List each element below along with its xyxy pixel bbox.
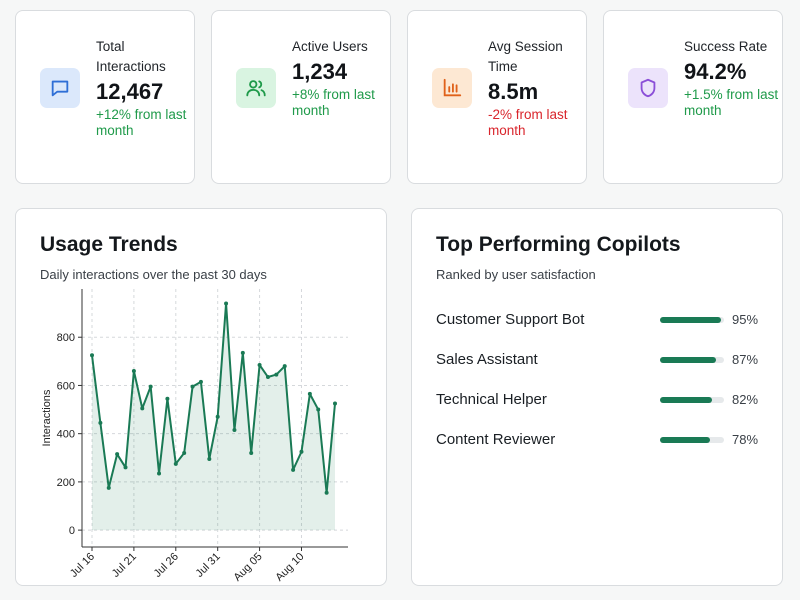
usage-area — [92, 303, 335, 531]
stat-change: -2% from last month — [488, 107, 568, 138]
stat-card-active-users: Active Users 1,234 +8% from last month — [211, 10, 391, 184]
x-tick-label: Jul 31 — [194, 551, 223, 580]
y-axis-label: Interactions — [41, 389, 53, 446]
copilot-score-bar — [660, 357, 724, 363]
usage-point — [148, 384, 153, 389]
copilot-row: Sales Assistant 87% — [436, 350, 766, 370]
stat-label: Total Interactions — [96, 39, 166, 74]
usage-point — [90, 353, 94, 358]
x-tick-label: Jul 21 — [110, 551, 139, 580]
usage-point — [165, 396, 170, 401]
copilot-score: 87% — [732, 352, 759, 367]
usage-point — [240, 350, 245, 355]
stat-value: 94.2% — [684, 59, 747, 84]
usage-point — [123, 465, 128, 470]
usage-point — [265, 375, 270, 380]
stat-label: Success Rate — [684, 39, 768, 54]
usage-point — [198, 379, 203, 384]
top-copilots-title: Top Performing Copilots — [436, 233, 681, 256]
usage-point — [207, 456, 212, 461]
stat-label: Active Users — [292, 39, 368, 54]
copilot-score-bar — [660, 317, 724, 323]
usage-point — [215, 414, 220, 419]
usage-point — [131, 368, 136, 373]
stat-card-success-rate: Success Rate 94.2% +1.5% from last month — [603, 10, 783, 184]
usage-chart: 0 200 400 600 800 Jul 16 Jul 21 Jul 26 Jul 31 Aug… — [41, 289, 348, 584]
stat-value: 8.5m — [488, 79, 539, 104]
stat-label: Avg Session Time — [488, 39, 563, 74]
usage-trends-subtitle: Daily interactions over the past 30 days — [40, 267, 267, 282]
top-copilots-subtitle: Ranked by user satisfaction — [436, 267, 596, 282]
copilot-name: Customer Support Bot — [436, 311, 585, 328]
copilot-name: Sales Assistant — [436, 351, 538, 368]
copilot-score-fill — [660, 317, 721, 323]
usage-point — [98, 420, 103, 425]
usage-point — [224, 301, 229, 306]
usage-line — [91, 302, 336, 494]
x-tick-label: Aug 05 — [232, 551, 265, 584]
x-tick-label: Jul 26 — [152, 551, 181, 580]
usage-point — [257, 362, 262, 367]
usage-point — [333, 401, 337, 406]
usage-point — [291, 467, 296, 472]
copilot-row: Customer Support Bot 95% — [436, 310, 766, 330]
x-tick-label: Aug 10 — [273, 551, 306, 584]
copilot-score-bar — [660, 437, 724, 443]
copilot-score-fill — [660, 357, 716, 363]
stat-value: 1,234 — [292, 59, 348, 84]
y-tick-label: 200 — [57, 477, 75, 489]
y-tick-label: 400 — [57, 429, 75, 441]
top-copilots-card: Top Performing Copilots Ranked by user s… — [411, 208, 783, 586]
copilot-score-fill — [660, 437, 710, 443]
usage-point — [190, 384, 195, 389]
usage-trends-card: Usage Trends Daily interactions over the… — [15, 208, 387, 586]
usage-point — [106, 485, 111, 490]
chat-bubble-icon — [40, 68, 80, 108]
stat-card-total-interactions: Total Interactions 12,467 +12% from last… — [15, 10, 195, 184]
usage-point — [182, 450, 187, 455]
stat-value: 12,467 — [96, 79, 164, 104]
usage-point — [249, 450, 254, 455]
stat-change: +8% from last month — [292, 87, 375, 118]
y-tick-label: 0 — [69, 525, 75, 537]
y-tick-label: 800 — [57, 332, 75, 344]
usage-point — [140, 406, 145, 411]
stat-card-avg-session-time: Avg Session Time 8.5m -2% from last mont… — [407, 10, 587, 184]
bar-chart-icon — [432, 68, 472, 108]
copilot-score: 82% — [732, 392, 759, 407]
copilot-score-bar — [660, 397, 724, 403]
usage-point — [299, 449, 304, 454]
usage-point — [115, 452, 120, 457]
usage-point — [316, 407, 321, 412]
usage-point — [232, 428, 237, 433]
shield-icon — [628, 68, 668, 108]
copilot-score-fill — [660, 397, 713, 403]
stat-change: +12% from last month — [96, 107, 187, 138]
copilot-score: 95% — [732, 312, 759, 327]
usage-point — [157, 471, 162, 476]
usage-point — [324, 490, 329, 495]
copilot-row: Technical Helper 82% — [436, 390, 766, 410]
copilot-name: Technical Helper — [436, 391, 547, 408]
usage-point — [173, 461, 178, 466]
users-icon — [236, 68, 276, 108]
copilot-row: Content Reviewer 78% — [436, 430, 766, 450]
y-tick-label: 600 — [57, 380, 75, 392]
stat-change: +1.5% from last month — [684, 87, 779, 118]
usage-point — [274, 372, 279, 377]
usage-point — [282, 364, 287, 369]
x-tick-label: Jul 16 — [68, 551, 97, 580]
copilot-score: 78% — [732, 432, 759, 447]
usage-trends-title: Usage Trends — [40, 233, 178, 256]
usage-point — [307, 391, 312, 396]
copilot-name: Content Reviewer — [436, 431, 556, 448]
